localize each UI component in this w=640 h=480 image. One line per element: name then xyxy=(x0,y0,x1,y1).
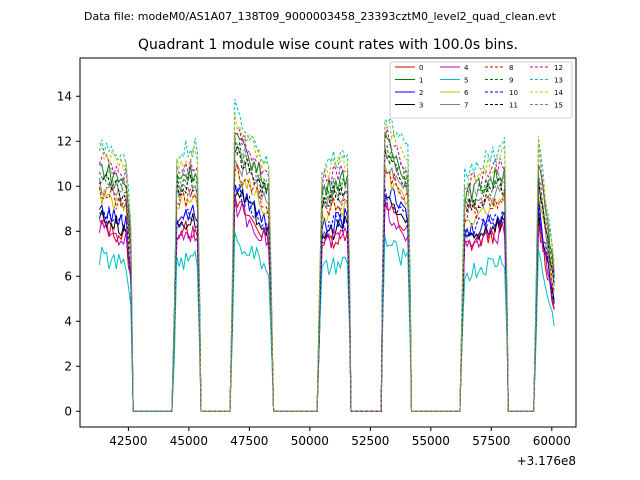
y-tick-label: 2 xyxy=(64,359,72,373)
legend-label-10: 10 xyxy=(509,89,518,97)
legend-label-11: 11 xyxy=(509,102,518,110)
legend-label-13: 13 xyxy=(554,77,563,85)
y-tick-label: 12 xyxy=(57,134,72,148)
legend-label-2: 2 xyxy=(419,89,423,97)
x-tick-label: 55000 xyxy=(412,434,450,448)
y-tick-label: 8 xyxy=(64,224,72,238)
x-offset-label: +3.176e8 xyxy=(517,454,576,468)
series-line-11 xyxy=(99,145,555,412)
y-tick-label: 10 xyxy=(57,179,72,193)
x-tick-label: 45000 xyxy=(170,434,208,448)
x-tick-label: 50000 xyxy=(291,434,329,448)
legend-label-5: 5 xyxy=(464,77,468,85)
legend-label-0: 0 xyxy=(419,64,423,72)
series-line-10 xyxy=(99,183,555,412)
series-line-8 xyxy=(98,163,555,412)
x-tick-label: 42500 xyxy=(109,434,147,448)
series-line-6 xyxy=(98,164,555,412)
series-lines xyxy=(98,98,555,412)
y-tick-label: 14 xyxy=(57,89,72,103)
series-line-7 xyxy=(98,158,555,412)
x-tick-label: 60000 xyxy=(533,434,571,448)
x-tick-label: 47500 xyxy=(230,434,268,448)
series-line-9 xyxy=(98,136,555,412)
x-tick-label: 57500 xyxy=(472,434,510,448)
legend-label-14: 14 xyxy=(554,89,563,97)
plot-frame xyxy=(79,57,577,428)
legend-box xyxy=(389,61,573,119)
x-tick-label: 52500 xyxy=(351,434,389,448)
legend-label-8: 8 xyxy=(509,64,513,72)
series-line-4 xyxy=(98,194,555,412)
series-line-13 xyxy=(98,98,555,412)
series-line-2 xyxy=(98,182,555,412)
suptitle: Data file: modeM0/AS1A07_138T09_90000034… xyxy=(84,10,557,23)
chart-title: Quadrant 1 module wise count rates with … xyxy=(138,37,518,53)
y-tick-label: 4 xyxy=(64,314,72,328)
series-line-5 xyxy=(98,231,555,412)
series-line-14 xyxy=(98,113,555,412)
legend-label-3: 3 xyxy=(419,102,423,110)
y-tick-label: 0 xyxy=(64,404,72,418)
y-tick-label: 6 xyxy=(64,269,72,283)
legend-label-4: 4 xyxy=(464,64,469,72)
legend-label-12: 12 xyxy=(554,64,563,72)
series-line-12 xyxy=(98,126,555,412)
legend-label-9: 9 xyxy=(509,77,513,85)
legend-label-6: 6 xyxy=(464,89,469,97)
series-line-15 xyxy=(99,139,555,412)
legend-label-15: 15 xyxy=(554,102,563,110)
legend-label-7: 7 xyxy=(464,102,468,110)
legend-label-1: 1 xyxy=(419,77,423,85)
axis-ticks: 42500 45000 47500 50000 52500 55000 57500 60000… xyxy=(57,89,571,448)
